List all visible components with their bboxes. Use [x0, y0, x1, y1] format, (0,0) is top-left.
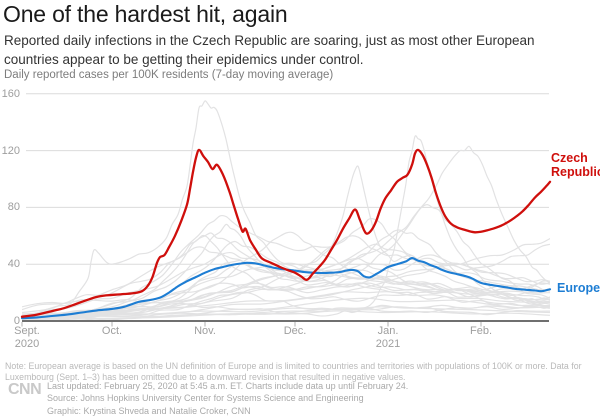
- x-tick-sept: Sept. 2020: [5, 325, 49, 350]
- x-tick-feb: Feb.: [459, 325, 503, 338]
- x-tick-jan: Jan. 2021: [366, 325, 410, 350]
- y-axis-title: Daily reported cases per 100K residents …: [4, 69, 334, 81]
- gridlines: [26, 93, 549, 265]
- cnn-logo: CNN: [8, 381, 42, 398]
- background-country-lines: [22, 100, 550, 321]
- x-tick-oct: Oct.: [90, 325, 134, 338]
- x-tick-label: Sept.: [14, 325, 40, 337]
- x-tick-label: Oct.: [101, 325, 123, 337]
- page-title: One of the hardest hit, again: [3, 1, 288, 27]
- y-tick-40: 40: [7, 258, 20, 271]
- x-tick-nov: Nov.: [183, 325, 227, 338]
- credit-source: Source: Johns Hopkins University Center …: [47, 393, 364, 404]
- x-tick-label: Jan.: [377, 325, 399, 337]
- series-lines: [20, 148, 552, 320]
- x-tick-sublabel: 2021: [375, 337, 401, 350]
- chart-subtitle: Reported daily infections in the Czech R…: [4, 33, 535, 67]
- credit-last-updated: Last updated: February 25, 2020 at 5:45 …: [47, 381, 409, 391]
- y-tick-160: 160: [1, 87, 20, 100]
- x-tick-label: Dec.: [283, 325, 307, 337]
- credits: Last updated: February 25, 2020 at 5:45 …: [47, 380, 408, 417]
- x-tick-label: Nov.: [194, 325, 216, 337]
- y-tick-0: 0: [13, 315, 20, 327]
- x-tick-dec: Dec.: [273, 325, 317, 338]
- credit-graphic: Graphic: Krystina Shveda and Natalie Cro…: [47, 405, 251, 416]
- czech-republic-series-label: Czech Republic: [551, 151, 600, 179]
- footnote: Note: European average is based on the U…: [5, 360, 582, 382]
- x-tick-label: Feb.: [469, 325, 492, 337]
- x-axis: [21, 320, 549, 327]
- x-tick-sublabel: 2020: [14, 337, 40, 350]
- y-tick-120: 120: [1, 144, 20, 157]
- y-tick-80: 80: [7, 201, 20, 214]
- europe-series-label: Europe: [557, 281, 600, 295]
